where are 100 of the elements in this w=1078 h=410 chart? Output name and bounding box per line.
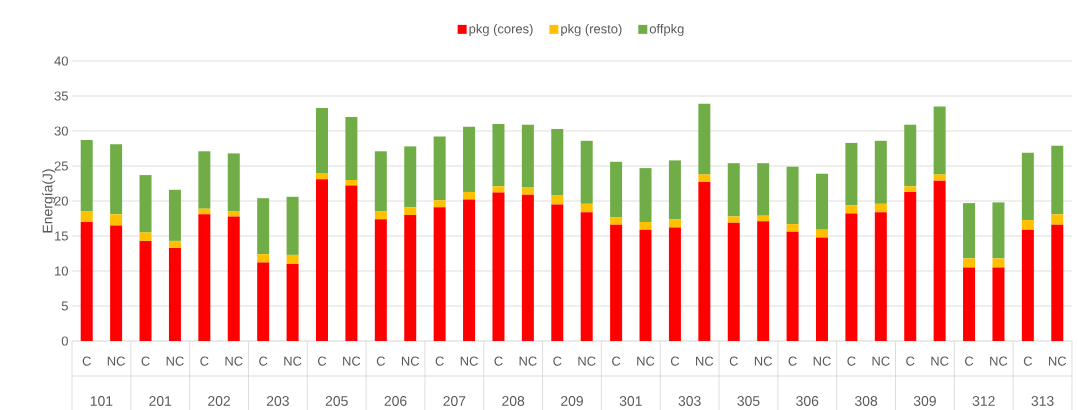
bar: [992, 267, 1005, 341]
bar: [610, 217, 623, 225]
bar: [639, 168, 652, 222]
bar: [492, 124, 505, 187]
x-tick-label: C: [612, 356, 621, 366]
bar: [286, 254, 299, 264]
x-tick-label: C: [494, 356, 503, 366]
bar: [757, 221, 770, 341]
x-tick-label: C: [200, 356, 209, 366]
x-tick-label: C: [435, 356, 444, 366]
x-tick-label: C: [670, 356, 680, 366]
x-tick-label: C: [259, 356, 268, 366]
text: 305: [737, 396, 760, 406]
bar: [227, 216, 240, 341]
bar: [904, 191, 917, 341]
bar: [80, 211, 93, 222]
bar: [521, 194, 534, 341]
bar: [316, 179, 328, 341]
bar: [463, 126, 476, 192]
bar: [257, 254, 270, 263]
bar: [786, 231, 799, 341]
bar: [874, 203, 887, 213]
bar: [1051, 214, 1064, 225]
x-tick-label: NC: [284, 356, 302, 366]
bar: [404, 215, 417, 341]
bar: [110, 214, 123, 226]
text: 205: [325, 396, 348, 406]
text: 301: [619, 396, 642, 406]
bar: [1021, 152, 1034, 220]
y-tick-label: 5: [61, 301, 68, 311]
bar: [815, 173, 828, 230]
bar: [374, 219, 387, 341]
x-tick-label: C: [788, 356, 797, 366]
bar: [463, 191, 476, 200]
bar: [168, 247, 181, 341]
bar: [815, 237, 828, 341]
x-tick-label: C: [376, 356, 385, 366]
bar: [198, 151, 211, 209]
bar: [433, 200, 446, 208]
bar: [698, 103, 711, 175]
y-tick-label: 0: [61, 336, 68, 346]
bar: [374, 151, 387, 212]
bar: [168, 240, 181, 248]
bar: [345, 117, 358, 180]
bar: [786, 166, 799, 225]
bar: [139, 240, 152, 341]
bar: [139, 175, 152, 233]
bar: [580, 212, 593, 341]
bar: [345, 185, 358, 341]
y-tick-label: 25: [54, 161, 68, 171]
bar: [845, 205, 858, 214]
x-tick-label: NC: [813, 356, 831, 366]
bar: [551, 195, 564, 205]
bar: [433, 207, 446, 341]
bar: [1051, 224, 1064, 341]
text: 303: [678, 396, 701, 406]
bar: [933, 180, 946, 341]
bar: [521, 187, 534, 195]
text: 306: [796, 396, 819, 406]
bar: [992, 258, 1005, 268]
bar: [610, 161, 623, 218]
bar: [786, 224, 799, 232]
x-tick-label: NC: [872, 356, 890, 366]
bar: [727, 163, 740, 217]
text: 202: [208, 396, 230, 406]
bar: [1021, 229, 1034, 341]
bar: [316, 107, 328, 173]
legend-label: offpkg: [649, 23, 684, 37]
bar: [433, 136, 446, 201]
bar: [110, 225, 123, 341]
text: 313: [1031, 396, 1054, 406]
x-tick-label: C: [317, 356, 327, 366]
bar: [257, 198, 270, 255]
x-tick-label: NC: [637, 356, 655, 366]
y-axis-title: Energía(J): [42, 169, 56, 233]
bar: [198, 214, 211, 341]
text: 203: [266, 396, 289, 406]
bar: [874, 212, 887, 341]
bar: [1051, 145, 1064, 215]
text: 201: [149, 396, 172, 406]
bar: [904, 124, 917, 187]
y-tick-label: 20: [54, 196, 68, 206]
bar: [404, 146, 417, 208]
x-tick-label: C: [847, 356, 856, 366]
text: 312: [972, 396, 995, 406]
x-tick-label: C: [965, 356, 974, 366]
bar: [286, 264, 299, 341]
bar: [963, 203, 976, 259]
bar: [757, 215, 770, 222]
bar: [610, 224, 623, 341]
bar: [286, 196, 299, 255]
bar: [992, 202, 1005, 259]
bar: [668, 219, 681, 228]
bar: [727, 216, 740, 223]
bar: [698, 182, 711, 341]
x-tick-label: NC: [107, 356, 125, 366]
bar: [374, 211, 387, 220]
text: 209: [561, 396, 583, 406]
bar: [168, 189, 181, 241]
bar: [845, 142, 858, 206]
